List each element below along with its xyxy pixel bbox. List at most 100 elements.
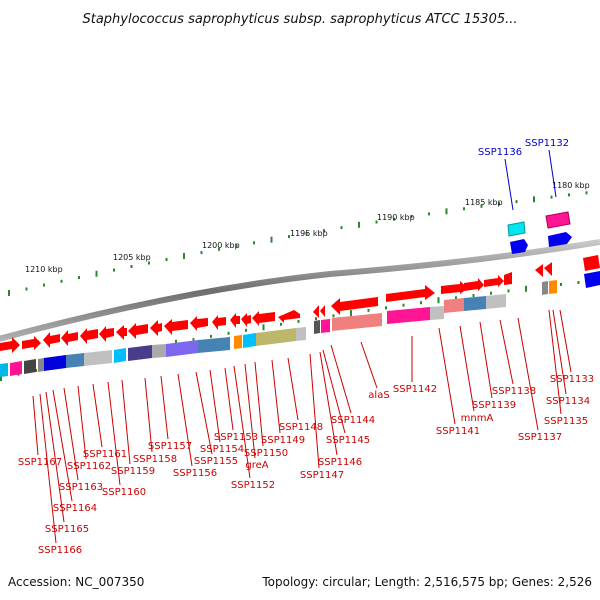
ruler-tick (507, 289, 510, 293)
gene-domain[interactable] (296, 327, 306, 341)
gene-arrow[interactable] (61, 330, 78, 346)
gene-label[interactable]: SSP1161 (83, 449, 127, 460)
gene-arrow[interactable] (441, 281, 468, 294)
ruler-tick (350, 310, 352, 317)
gene-domain[interactable] (152, 344, 166, 358)
gene-label[interactable]: SSP1145 (326, 435, 370, 446)
gene-arrow[interactable] (241, 313, 251, 327)
gene-domain[interactable] (44, 355, 66, 371)
gene-label[interactable]: SSP1165 (45, 524, 89, 535)
gene-arrow[interactable] (190, 316, 208, 331)
gene-domain[interactable] (464, 296, 486, 311)
gene-feature[interactable] (548, 232, 572, 247)
gene-domain[interactable] (430, 306, 444, 320)
gene-label[interactable]: SSP1152 (231, 480, 275, 491)
gene-label[interactable]: SSP1164 (53, 503, 97, 514)
gene-arrow[interactable] (164, 319, 188, 335)
gene-domain[interactable] (387, 307, 430, 324)
gene-label[interactable]: SSP1139 (472, 400, 516, 411)
gene-label[interactable]: SSP1153 (214, 432, 258, 443)
ruler-tick (577, 281, 580, 284)
gene-feature[interactable] (507, 221, 526, 237)
gene-arrow[interactable] (544, 262, 552, 276)
gene-label[interactable]: SSP1163 (59, 482, 103, 493)
ruler-tick (525, 285, 527, 292)
gene-arrow[interactable] (0, 337, 20, 353)
gene-label[interactable]: SSP1150 (244, 448, 288, 459)
gene-domain[interactable] (84, 350, 112, 366)
gene-domain[interactable] (38, 358, 44, 372)
gene-arrow[interactable] (43, 332, 60, 348)
gene-domain[interactable] (66, 353, 84, 368)
gene-arrow[interactable] (504, 272, 512, 285)
gene-arrow[interactable] (99, 326, 114, 342)
gene-domain[interactable] (0, 363, 8, 377)
gene-label[interactable]: SSP1148 (279, 422, 323, 433)
gene-label[interactable]: SSP1137 (518, 432, 562, 443)
gene-domain[interactable] (166, 340, 198, 357)
gene-label[interactable]: SSP1138 (492, 386, 536, 397)
gene-label[interactable]: SSP1149 (261, 435, 305, 446)
gene-arrow[interactable] (313, 305, 319, 318)
gene-label[interactable]: SSP1159 (111, 466, 155, 477)
gene-domain[interactable] (10, 361, 22, 376)
gene-label[interactable]: SSP1132 (525, 138, 569, 149)
gene-label[interactable]: SSP1166 (38, 545, 82, 556)
gene-domain[interactable] (256, 328, 296, 346)
gene-label[interactable]: SSP1147 (300, 470, 344, 481)
gene-label[interactable]: mnmA (461, 413, 494, 424)
gene-arrow[interactable] (22, 336, 41, 350)
gene-domain[interactable] (332, 313, 382, 331)
gene-arrow[interactable] (80, 328, 98, 344)
gene-arrow[interactable] (116, 325, 127, 340)
gene-label[interactable]: SSP1144 (331, 415, 375, 426)
gene-label[interactable]: SSP1135 (544, 416, 588, 427)
gene-domain[interactable] (542, 281, 548, 295)
gene-label[interactable]: SSP1136 (478, 147, 522, 158)
gene-label[interactable]: SSP1156 (173, 468, 217, 479)
gene-arrow[interactable] (128, 323, 148, 339)
gene-domain[interactable] (314, 320, 320, 334)
gene-label[interactable]: SSP1142 (393, 384, 437, 395)
gene-domain[interactable] (198, 337, 230, 353)
gene-domain[interactable] (486, 294, 506, 309)
gene-arrow[interactable] (150, 320, 162, 336)
gene-label[interactable]: SSP1154 (200, 444, 244, 455)
gene-domain[interactable] (234, 335, 242, 349)
gene-domain[interactable] (321, 319, 330, 333)
leader-line (77, 385, 87, 460)
gene-feature[interactable] (510, 239, 528, 254)
gene-arrow[interactable] (464, 278, 484, 291)
gene-domain[interactable] (243, 333, 256, 348)
gene-label[interactable]: greA (245, 460, 268, 471)
gene-arrow[interactable] (252, 311, 275, 326)
gene-label[interactable]: SSP1162 (67, 461, 111, 472)
gene-domain[interactable] (549, 280, 557, 294)
gene-arrow[interactable] (320, 305, 325, 317)
gene-label[interactable]: SSP1134 (546, 396, 590, 407)
gene-label[interactable]: SSP1155 (194, 456, 238, 467)
gene-feature[interactable] (545, 211, 571, 229)
gene-arrow[interactable] (212, 315, 226, 330)
gene-arrow[interactable] (386, 285, 435, 302)
ruler-tick (113, 268, 115, 272)
gene-label[interactable]: SSP1167 (18, 457, 62, 468)
gene-label[interactable]: SSP1133 (550, 374, 594, 385)
gene-domain[interactable] (128, 345, 152, 361)
gene-domain[interactable] (114, 348, 126, 363)
gene-feature[interactable] (584, 271, 600, 288)
gene-arrow[interactable] (230, 313, 240, 328)
gene-label[interactable]: SSP1141 (436, 426, 480, 437)
gene-domain[interactable] (444, 298, 464, 313)
gene-feature[interactable] (583, 255, 600, 271)
gene-arrow[interactable] (331, 297, 378, 315)
gene-arrow[interactable] (278, 310, 300, 323)
gene-arrow[interactable] (484, 275, 504, 287)
gene-label[interactable]: SSP1146 (318, 457, 362, 468)
gene-arrow[interactable] (535, 264, 543, 277)
gene-label[interactable]: SSP1160 (102, 487, 146, 498)
gene-label[interactable]: SSP1158 (133, 454, 177, 465)
gene-label[interactable]: alaS (368, 390, 389, 401)
gene-label[interactable]: SSP1157 (148, 441, 192, 452)
gene-domain[interactable] (24, 359, 36, 374)
